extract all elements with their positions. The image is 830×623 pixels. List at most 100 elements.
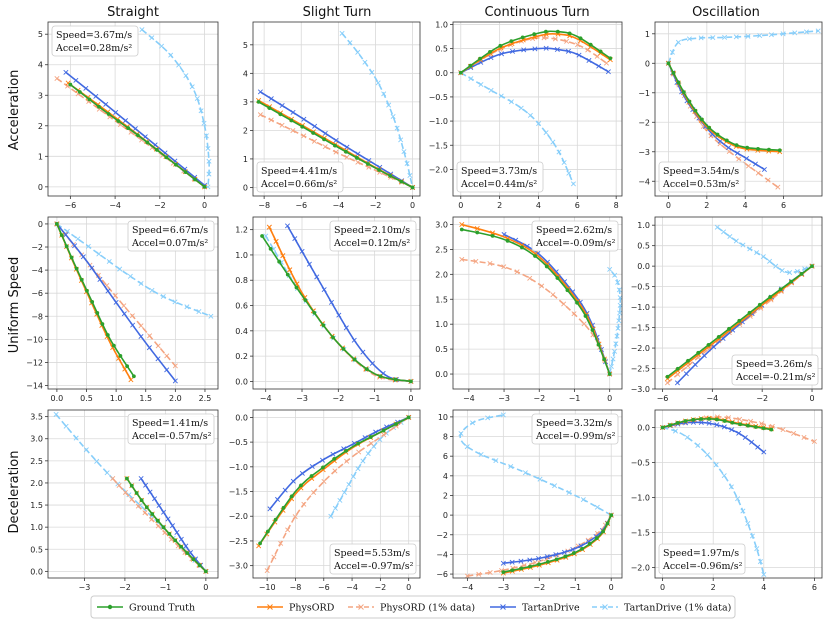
marker-po1 (129, 313, 135, 319)
marker-td1 (608, 363, 614, 370)
marker-td1 (508, 463, 514, 469)
marker-po1 (301, 133, 307, 139)
marker-td (734, 150, 740, 156)
marker-td (701, 353, 707, 359)
marker-gt (607, 372, 612, 376)
x-tick-label: 2 (704, 201, 709, 210)
marker-po1 (550, 292, 556, 298)
marker-po1 (765, 177, 771, 183)
marker-gt (268, 246, 273, 251)
marker-td (605, 69, 611, 75)
marker-td1 (767, 258, 773, 264)
marker-gt (686, 358, 690, 363)
marker-td1 (194, 96, 200, 102)
marker-po1 (473, 258, 479, 264)
marker-td1 (73, 435, 79, 441)
marker-td (725, 145, 732, 151)
marker-gt (468, 63, 473, 68)
marker-td (113, 109, 119, 115)
marker-td1 (728, 484, 734, 490)
marker-po (280, 253, 286, 259)
marker-td (692, 362, 698, 368)
x-tick-label: 0.5 (80, 394, 93, 403)
marker-po1 (344, 154, 350, 160)
annotation-speed: Speed=6.67m/s (132, 225, 208, 236)
marker-td (97, 276, 103, 282)
marker-gt (321, 323, 326, 328)
x-tick-label: −4 (706, 394, 718, 403)
x-tick-label: −8 (258, 201, 270, 210)
marker-td (143, 482, 149, 488)
marker-td (336, 312, 342, 318)
marker-po1 (135, 503, 141, 509)
marker-td (674, 380, 680, 386)
marker-gt (458, 70, 463, 75)
y-tick-label: −3.0 (229, 562, 248, 571)
annotation-accel: Accel=-0.97m/s² (333, 561, 414, 572)
marker-gt (681, 90, 686, 95)
marker-td (306, 261, 312, 267)
marker-gt (161, 525, 166, 530)
marker-gt (699, 417, 704, 421)
marker-td (130, 322, 136, 328)
marker-td1 (745, 33, 751, 39)
marker-gt (258, 541, 262, 546)
marker-td (314, 274, 320, 280)
marker-td (706, 420, 712, 426)
marker-gt (303, 298, 308, 303)
marker-po1 (726, 415, 732, 421)
marker-td1 (684, 434, 690, 440)
marker-gt (409, 379, 413, 384)
marker-td1 (205, 145, 211, 152)
x-tick-label: −4 (109, 201, 121, 210)
marker-td1 (613, 341, 619, 347)
marker-td1 (794, 268, 800, 274)
annotation-box (731, 354, 819, 386)
marker-td1 (201, 120, 207, 126)
marker-po1 (264, 568, 270, 574)
marker-gt (59, 233, 64, 238)
subplot-r2-c2: −4 −3 −2 −1 0 −6 −4 −2 0 2 4 6 8 10 Speed=3.32m/s Accel… (436, 409, 623, 592)
marker-td1 (704, 452, 710, 458)
y-tick-label: −14 (26, 382, 43, 391)
marker-gt (281, 505, 286, 510)
x-tick-label: −2 (119, 583, 131, 592)
marker-td (290, 109, 296, 115)
legend-item-td: TartanDrive (490, 603, 580, 614)
marker-po (266, 224, 272, 230)
marker-gt (734, 143, 739, 148)
y-tick-label: −1.0 (631, 303, 650, 312)
marker-gt (368, 435, 373, 439)
marker-gt (605, 521, 610, 526)
marker-td (554, 46, 560, 52)
x-tick-label: 0 (458, 201, 463, 210)
marker-td1 (498, 93, 504, 99)
y-tick-label: 5 (243, 41, 248, 50)
x-tick-label: −4 (461, 583, 473, 592)
marker-po1 (574, 42, 581, 48)
marker-td1 (768, 32, 774, 38)
marker-gt (671, 71, 676, 75)
marker-gt (388, 173, 393, 178)
marker-td1 (375, 80, 381, 86)
y-tick-label: 0.6 (235, 302, 248, 311)
marker-po1 (54, 75, 60, 81)
x-tick-label: −1 (569, 394, 581, 403)
legend-label: Ground Truth (129, 603, 195, 614)
y-tick-label: −6 (31, 289, 43, 298)
annotation-speed: Speed=5.53m/s (334, 548, 410, 559)
x-tick-label: −2 (533, 583, 545, 592)
marker-gt (299, 483, 303, 488)
y-tick-label: 5 (38, 30, 43, 39)
marker-gt (79, 277, 84, 282)
series-group (458, 412, 614, 578)
marker-po1 (321, 478, 327, 484)
x-tick-label: 4 (761, 583, 766, 592)
marker-po1 (801, 434, 807, 440)
marker-td1 (458, 431, 464, 437)
marker-gt (746, 423, 750, 428)
series-group (660, 414, 817, 578)
subplot-r0-c1: −8 −6 −4 −2 0 0 1 2 3 4 5 Speed=4.41m/s Accel=0.66m/… (243, 21, 421, 210)
marker-gt (105, 333, 110, 337)
x-tick-label: −3 (497, 583, 509, 592)
